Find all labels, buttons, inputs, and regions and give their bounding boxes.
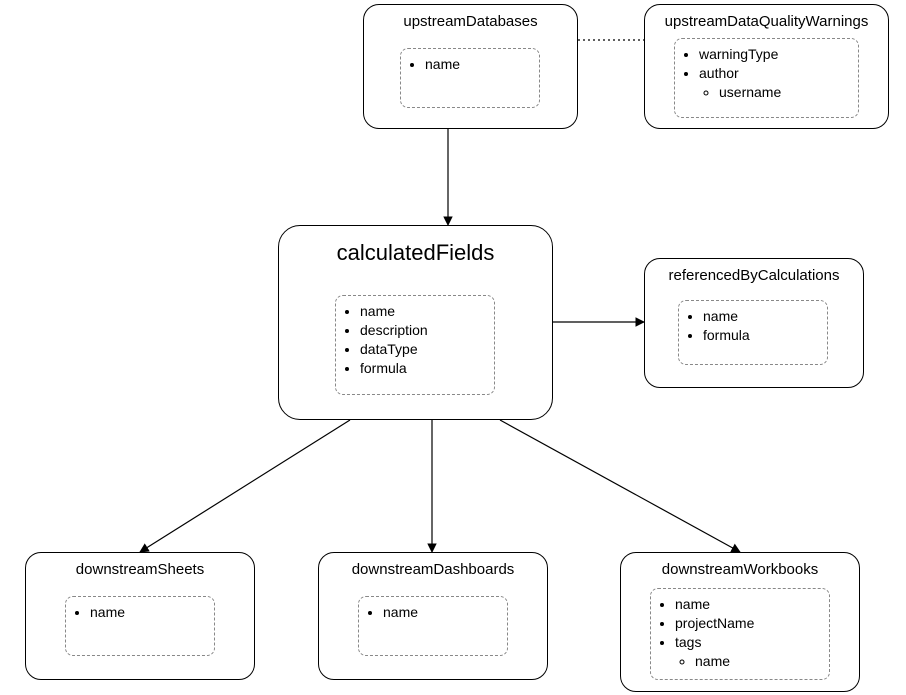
attr-item: warningType xyxy=(699,45,858,64)
attr-subitem: name xyxy=(695,652,829,671)
attrs-downstream-workbooks: name projectName tags name xyxy=(650,588,830,680)
diagram-canvas: upstreamDatabases name upstreamDataQuali… xyxy=(0,0,906,695)
attr-item: name xyxy=(360,302,494,321)
attr-item: formula xyxy=(360,359,494,378)
attr-item: tags name xyxy=(675,633,829,671)
attr-item: name xyxy=(425,55,539,74)
attrs-referenced-by-calcs: name formula xyxy=(678,300,828,365)
node-title: downstreamDashboards xyxy=(319,561,547,579)
attr-item: name xyxy=(703,307,827,326)
attrs-downstream-sheets: name xyxy=(65,596,215,656)
attr-item: name xyxy=(675,595,829,614)
node-title: referencedByCalculations xyxy=(645,267,863,285)
attr-item: dataType xyxy=(360,340,494,359)
attr-item-label: author xyxy=(699,65,739,81)
attr-subitem: username xyxy=(719,83,858,102)
attr-item: author username xyxy=(699,64,858,102)
node-title: upstreamDataQualityWarnings xyxy=(645,13,888,31)
attr-item: name xyxy=(383,603,507,622)
node-title: calculatedFields xyxy=(279,240,552,266)
attr-item: name xyxy=(90,603,214,622)
attrs-calculated-fields: name description dataType formula xyxy=(335,295,495,395)
edge xyxy=(140,420,350,552)
attr-item: projectName xyxy=(675,614,829,633)
edge xyxy=(500,420,740,552)
attr-item-label: tags xyxy=(675,634,701,650)
node-title: downstreamSheets xyxy=(26,561,254,579)
attr-item: description xyxy=(360,321,494,340)
attrs-upstream-dqw: warningType author username xyxy=(674,38,859,118)
attrs-downstream-dashboards: name xyxy=(358,596,508,656)
attr-item: formula xyxy=(703,326,827,345)
node-title: downstreamWorkbooks xyxy=(621,561,859,579)
node-title: upstreamDatabases xyxy=(364,13,577,31)
attrs-upstream-databases: name xyxy=(400,48,540,108)
